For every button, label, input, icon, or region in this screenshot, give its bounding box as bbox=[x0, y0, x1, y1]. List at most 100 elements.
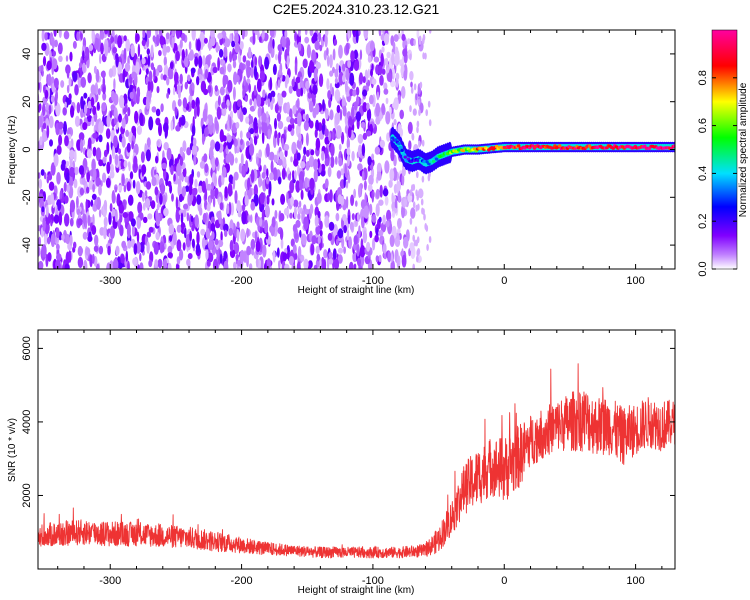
noise-cell bbox=[373, 56, 380, 63]
noise-cell bbox=[50, 192, 54, 205]
noise-cell bbox=[117, 61, 123, 75]
noise-cell bbox=[100, 71, 106, 78]
signal-core-cell bbox=[431, 159, 436, 163]
noise-cell bbox=[40, 64, 44, 73]
noise-cell bbox=[334, 156, 338, 165]
noise-cell bbox=[263, 262, 267, 269]
noise-cell bbox=[281, 137, 285, 148]
noise-cell bbox=[214, 120, 219, 131]
noise-cell bbox=[95, 177, 101, 187]
noise-cell bbox=[56, 172, 61, 185]
noise-cell bbox=[178, 243, 181, 251]
noise-cell bbox=[269, 172, 274, 181]
noise-cell bbox=[65, 160, 70, 167]
noise-cell bbox=[109, 110, 113, 119]
noise-cell bbox=[288, 85, 293, 94]
noise-cell bbox=[336, 125, 342, 139]
noise-cell bbox=[341, 131, 345, 145]
noise-cell bbox=[249, 128, 255, 135]
noise-cell bbox=[221, 101, 227, 109]
noise-cell bbox=[347, 174, 351, 184]
noise-cell bbox=[253, 184, 258, 197]
noise-cell bbox=[357, 257, 361, 267]
noise-cell bbox=[256, 94, 262, 107]
noise-cell bbox=[162, 74, 167, 81]
noise-cell bbox=[261, 130, 265, 144]
noise-cell bbox=[121, 240, 127, 249]
noise-cell bbox=[247, 214, 250, 223]
noise-cell bbox=[46, 236, 51, 245]
noise-cell bbox=[240, 228, 246, 242]
noise-cell bbox=[277, 120, 284, 130]
noise-cell bbox=[196, 76, 200, 86]
noise-cell bbox=[297, 112, 302, 127]
snr-series bbox=[38, 363, 675, 559]
colorbar-tick-label: 0.6 bbox=[697, 118, 709, 133]
noise-cell bbox=[408, 140, 412, 151]
noise-cell bbox=[331, 86, 335, 97]
noise-cell bbox=[98, 209, 102, 218]
colorbar-tick-label: 0.2 bbox=[697, 214, 709, 229]
snr-y-axis-label: SNR (10 * v/v) bbox=[7, 418, 18, 482]
noise-cell bbox=[371, 190, 374, 203]
noise-cell bbox=[103, 149, 108, 158]
noise-cell bbox=[188, 94, 193, 103]
noise-cell bbox=[283, 144, 290, 151]
noise-cell bbox=[375, 188, 380, 199]
noise-cell bbox=[281, 167, 286, 180]
noise-cell bbox=[246, 227, 250, 238]
noise-cell bbox=[348, 261, 354, 269]
noise-cell bbox=[66, 66, 70, 79]
noise-cell bbox=[97, 88, 101, 96]
noise-cell bbox=[259, 178, 263, 187]
noise-cell bbox=[253, 84, 257, 96]
noise-cell bbox=[326, 78, 330, 90]
noise-cell bbox=[98, 134, 103, 143]
noise-cell bbox=[399, 109, 405, 120]
noise-cell bbox=[139, 262, 144, 269]
noise-cell bbox=[202, 212, 207, 223]
noise-cell bbox=[42, 103, 46, 116]
noise-cell bbox=[327, 166, 332, 178]
noise-cell bbox=[409, 217, 413, 225]
x-tick-label: -100 bbox=[362, 575, 384, 587]
noise-cell bbox=[337, 254, 343, 264]
noise-cell bbox=[79, 139, 84, 153]
noise-cell bbox=[317, 210, 321, 219]
noise-cell bbox=[352, 251, 358, 263]
noise-cell bbox=[334, 77, 338, 84]
noise-cell bbox=[401, 204, 405, 219]
noise-cell bbox=[210, 36, 216, 47]
y-tick-label: 20 bbox=[21, 96, 33, 108]
noise-cell bbox=[339, 108, 343, 121]
noise-cell bbox=[216, 211, 222, 219]
noise-cell bbox=[106, 161, 111, 174]
noise-cell bbox=[358, 72, 364, 85]
noise-cell bbox=[118, 184, 123, 192]
noise-cell bbox=[320, 169, 326, 177]
y-tick-label: 4000 bbox=[21, 410, 33, 434]
noise-cell bbox=[118, 148, 121, 155]
noise-cell bbox=[328, 251, 333, 259]
noise-cell bbox=[305, 80, 310, 90]
noise-cell bbox=[416, 193, 420, 201]
noise-cell bbox=[156, 86, 160, 94]
noise-cell bbox=[208, 114, 213, 126]
noise-cell bbox=[249, 115, 254, 124]
noise-cell bbox=[307, 92, 312, 99]
noise-cell bbox=[52, 50, 56, 57]
noise-cell bbox=[317, 236, 321, 244]
noise-cell bbox=[363, 205, 369, 219]
colorbar-tick-label: 0.8 bbox=[697, 70, 709, 85]
noise-cell bbox=[226, 99, 230, 107]
noise-cell bbox=[310, 149, 315, 156]
noise-cell bbox=[416, 255, 419, 263]
noise-cell bbox=[44, 89, 49, 100]
noise-cell bbox=[69, 234, 73, 246]
noise-cell bbox=[169, 61, 174, 70]
noise-cell bbox=[107, 46, 111, 54]
noise-cell bbox=[277, 93, 284, 107]
noise-cell bbox=[391, 51, 395, 66]
noise-cell bbox=[351, 106, 355, 120]
noise-cell bbox=[338, 143, 342, 151]
